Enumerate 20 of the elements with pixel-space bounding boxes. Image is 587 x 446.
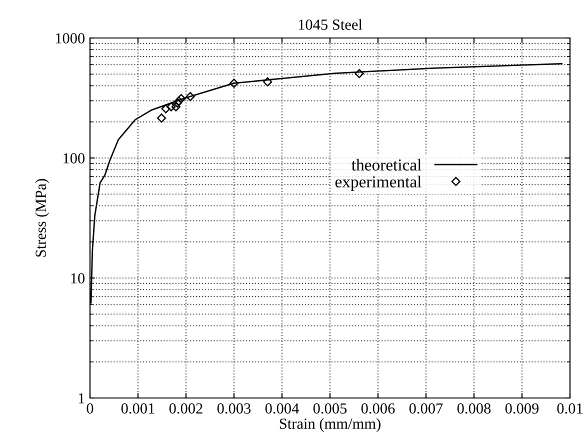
x-tick-label: 0.002 (169, 403, 202, 414)
legend-label: theoretical (352, 158, 422, 171)
x-tick-label: 0.007 (409, 403, 443, 414)
x-tick-label: 0 (86, 403, 94, 414)
x-tick-label: 0.006 (361, 403, 395, 414)
x-tick-label: 0.004 (265, 403, 299, 414)
x-tick-label: 0.009 (505, 403, 539, 414)
chart-title: 1045 Steel (298, 19, 362, 30)
y-tick-label: 1 (78, 393, 84, 404)
x-tick-label: 0.008 (457, 403, 491, 414)
x-tick-label: 0.001 (121, 403, 154, 414)
x-tick-label: 0.01 (557, 403, 582, 414)
x-tick-label: 0.005 (313, 403, 347, 414)
legend-label: experimental (335, 176, 422, 191)
y-tick-label: 100 (64, 153, 85, 164)
y-tick-label: 1000 (56, 33, 85, 44)
y-axis-title: Stress (MPa) (35, 178, 50, 257)
x-tick-label: 0.003 (217, 403, 251, 414)
x-axis-title: Strain (mm/mm) (280, 418, 380, 432)
y-tick-label: 10 (71, 273, 85, 284)
